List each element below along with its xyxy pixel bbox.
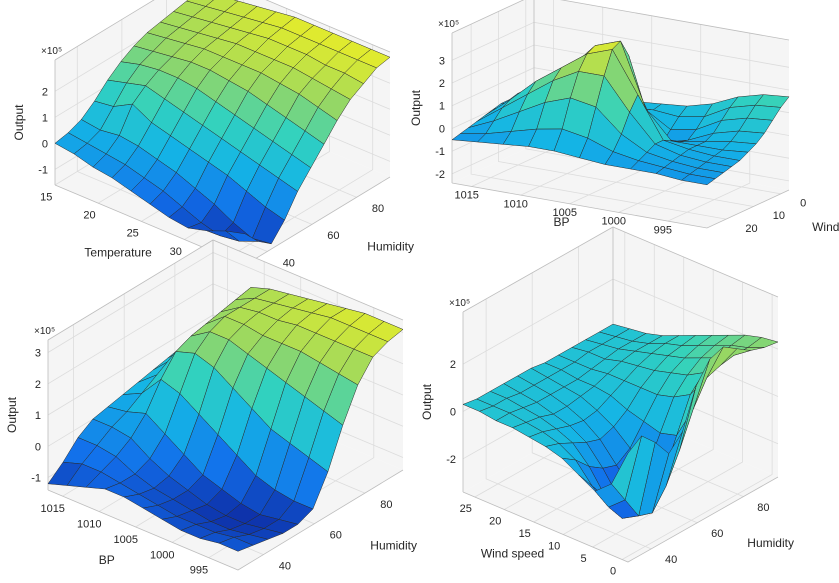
- z-tick-label: 0: [450, 407, 456, 419]
- x-tick-label: 1000: [150, 549, 174, 561]
- z-tick-label: 2: [42, 86, 48, 98]
- x-tick-label: 1010: [77, 519, 101, 531]
- y-tick-label: 40: [283, 257, 295, 269]
- y-tick-label: 80: [757, 502, 769, 514]
- x-tick-label: 30: [170, 246, 182, 258]
- z-axis-label: Output: [420, 383, 434, 420]
- z-tick-label: 0: [42, 138, 48, 150]
- x-tick-label: 15: [519, 528, 531, 540]
- y-tick-label: 0: [800, 198, 806, 210]
- x-tick-label: 995: [654, 224, 672, 236]
- x-axis-label: BP: [99, 553, 115, 567]
- surface-plot-4: 25 20 15 10 5 0 40 60 80 -2 0 2 ×10⁵ Wind speed Humidi…: [420, 226, 794, 578]
- surface-plot-3: 1015 1010 1005 1000 995 40 60 80 -1 0 1 2 3 ×10⁵ BP Hum…: [5, 239, 417, 577]
- y-tick-label: 60: [330, 530, 342, 542]
- surface-patch: [611, 435, 642, 501]
- z-tick-label: 1: [439, 101, 445, 113]
- z-tick-label: -2: [435, 169, 445, 181]
- x-tick-label: 1000: [602, 216, 626, 228]
- y-gridline: [485, 298, 652, 550]
- z-exponent-label: ×10⁵: [34, 326, 55, 337]
- frame-top: [54, 0, 391, 61]
- y-tick-label: 80: [372, 203, 384, 215]
- x-axis-label: Wind speed: [481, 547, 544, 561]
- x-tick-label: 10: [548, 541, 560, 553]
- x-tick-label: 20: [489, 516, 501, 528]
- surface-patch: [681, 173, 716, 186]
- z-axis-label: Output: [409, 89, 423, 126]
- y-tick-label: 60: [711, 528, 723, 540]
- y-axis-label: Humidity: [370, 539, 417, 553]
- surface-plot-2: 1015 1010 1005 1000 995 0 10 20 -2 -1 0 1 2 3 ×10⁵ BP Wi…: [409, 0, 839, 236]
- surface-patch: [225, 230, 259, 242]
- x-tick-label: 25: [127, 228, 139, 240]
- z-tick-label: 2: [450, 359, 456, 371]
- z-axis-label: Output: [5, 396, 19, 433]
- x-tick-label: 20: [83, 210, 95, 222]
- z-tick-label: -1: [435, 146, 445, 158]
- surface-patch: [218, 537, 254, 552]
- y-axis-label: Wind speed: [812, 220, 839, 234]
- floor-edge: [462, 476, 779, 563]
- z-tick-label: 2: [35, 379, 41, 391]
- z-tick-label: -2: [446, 454, 456, 466]
- x-tick-label: 1015: [454, 190, 478, 202]
- x-tick-label: 0: [610, 566, 616, 578]
- x-gridline: [621, 294, 773, 560]
- x-tick-label: 1005: [114, 534, 138, 546]
- x-tick-label: 25: [460, 503, 472, 515]
- surface-mesh: [54, 0, 391, 245]
- y-tick-label: 40: [665, 554, 677, 566]
- floor-edge: [451, 182, 790, 229]
- floor-edge: [47, 469, 404, 571]
- y-tick-label: 80: [380, 499, 392, 511]
- surface-mesh: [47, 287, 404, 552]
- x-axis-label: BP: [553, 215, 569, 229]
- z-tick-label: -1: [31, 473, 41, 485]
- x-tick-label: 15: [40, 191, 52, 203]
- z-exponent-label: ×10⁵: [438, 19, 459, 30]
- z-tick-label: 1: [42, 112, 48, 124]
- y-tick-label: 60: [327, 230, 339, 242]
- z-exponent-label: ×10⁵: [449, 298, 470, 309]
- y-axis-label: Humidity: [747, 536, 794, 550]
- z-exponent-label: ×10⁵: [41, 46, 62, 57]
- z-tick-label: 0: [439, 124, 445, 136]
- z-tick-label: 2: [439, 78, 445, 90]
- x-tick-label: 995: [190, 565, 208, 577]
- z-tick-label: 1: [35, 410, 41, 422]
- x-tick-label: 1015: [40, 503, 64, 515]
- surface-plot-1: 1520253035406080-1012×10⁵TemperatureHumi…: [12, 0, 414, 276]
- y-tick-label: 20: [745, 223, 757, 235]
- z-tick-label: 3: [35, 348, 41, 360]
- frame-top: [451, 0, 790, 41]
- surface-mesh: [451, 40, 790, 186]
- floor-pane: [452, 145, 789, 228]
- x-tick-label: 1010: [503, 198, 527, 210]
- y-axis-label: Humidity: [367, 240, 414, 254]
- x-tick-label: 5: [581, 553, 587, 565]
- y-tick-label: 40: [279, 560, 291, 572]
- z-axis-label: Output: [12, 104, 26, 141]
- y-tick-label: 10: [773, 210, 785, 222]
- z-tick-label: -1: [38, 164, 48, 176]
- z-tick-label: 3: [439, 55, 445, 67]
- x-axis-label: Temperature: [84, 245, 152, 259]
- surface-mesh: [462, 323, 779, 519]
- x-tick-label: 1005: [553, 207, 577, 219]
- z-tick-label: 0: [35, 441, 41, 453]
